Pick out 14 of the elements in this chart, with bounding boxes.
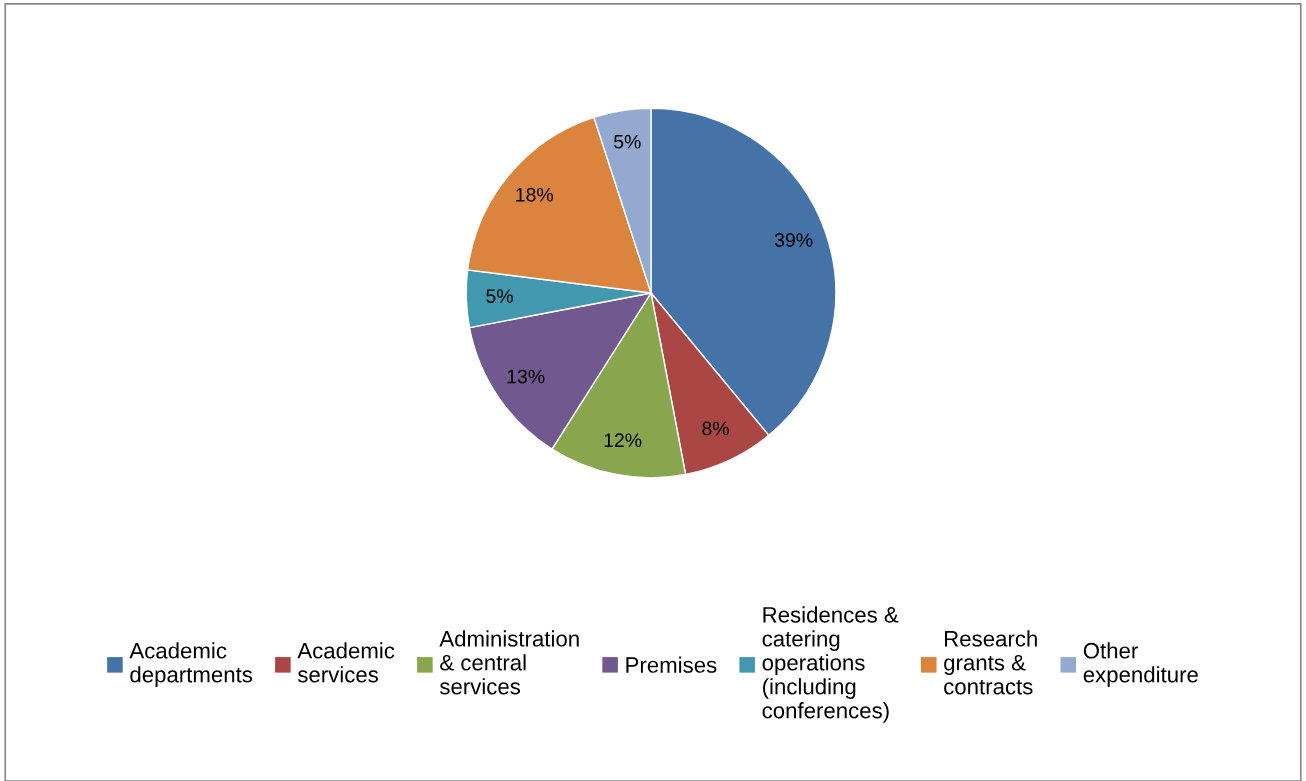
data-label: 5%: [486, 289, 513, 303]
legend-label: Other expenditure: [1083, 642, 1198, 687]
legend-label: Academic services: [297, 642, 395, 683]
legend-label: Premises: [626, 656, 717, 673]
data-label: 12%: [604, 433, 642, 447]
data-label: 13%: [507, 369, 545, 384]
data-label: 18%: [516, 187, 554, 202]
data-label: 5%: [614, 134, 641, 149]
data-label: 8%: [702, 421, 729, 436]
legend-label: Administration & central services: [439, 630, 579, 695]
legend-label: Research grants & contracts: [944, 630, 1037, 695]
data-label: 39%: [774, 233, 813, 247]
legend-label: Academic departments: [129, 642, 253, 687]
legend-label: Residences & catering operations (including conferences): [762, 606, 899, 723]
